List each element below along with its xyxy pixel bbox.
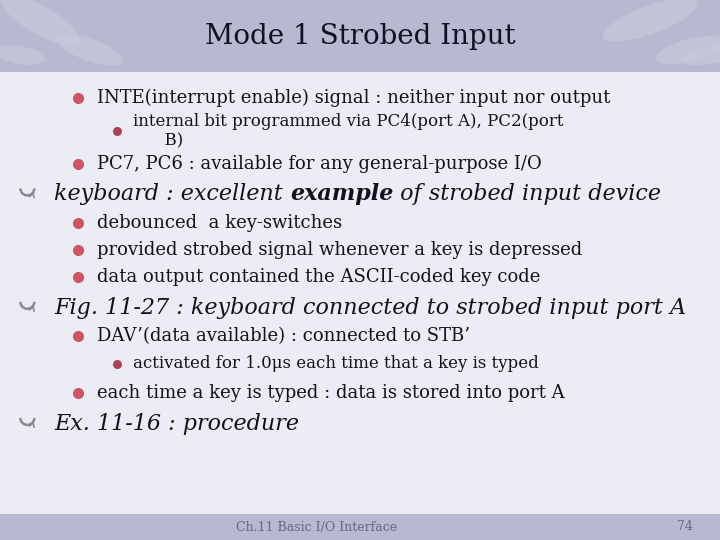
Ellipse shape xyxy=(656,36,720,64)
Ellipse shape xyxy=(1,0,80,45)
Text: activated for 1.0μs each time that a key is typed: activated for 1.0μs each time that a key… xyxy=(133,355,539,373)
Text: INTE(interrupt enable) signal : neither input nor output: INTE(interrupt enable) signal : neither … xyxy=(97,89,611,107)
Text: internal bit programmed via PC4(port A), PC2(port
      B): internal bit programmed via PC4(port A),… xyxy=(133,113,564,150)
Ellipse shape xyxy=(0,45,45,65)
Text: provided strobed signal whenever a key is depressed: provided strobed signal whenever a key i… xyxy=(97,241,582,259)
Text: of strobed input device: of strobed input device xyxy=(393,184,661,205)
Text: debounced  a key-switches: debounced a key-switches xyxy=(97,214,342,232)
Text: each time a key is typed : data is stored into port A: each time a key is typed : data is store… xyxy=(97,383,564,402)
Text: example: example xyxy=(290,184,393,205)
Text: keyboard : excellent: keyboard : excellent xyxy=(54,184,290,205)
Text: Fig. 11-27 : keyboard connected to strobed input port A: Fig. 11-27 : keyboard connected to strob… xyxy=(54,297,686,319)
Ellipse shape xyxy=(680,45,720,65)
Text: DAV’(data available) : connected to STB’: DAV’(data available) : connected to STB’ xyxy=(97,327,470,345)
Text: 74: 74 xyxy=(677,521,693,534)
Bar xyxy=(0,0,720,72)
Ellipse shape xyxy=(57,34,123,66)
Bar xyxy=(0,514,720,540)
Text: Ch.11 Basic I/O Interface: Ch.11 Basic I/O Interface xyxy=(236,521,397,534)
Bar xyxy=(0,72,720,540)
Text: Mode 1 Strobed Input: Mode 1 Strobed Input xyxy=(204,23,516,50)
Text: PC7, PC6 : available for any general-purpose I/O: PC7, PC6 : available for any general-pur… xyxy=(97,154,542,173)
Text: data output contained the ASCII-coded key code: data output contained the ASCII-coded ke… xyxy=(97,268,541,286)
Ellipse shape xyxy=(603,0,697,42)
Text: Ex. 11-16 : procedure: Ex. 11-16 : procedure xyxy=(54,413,299,435)
